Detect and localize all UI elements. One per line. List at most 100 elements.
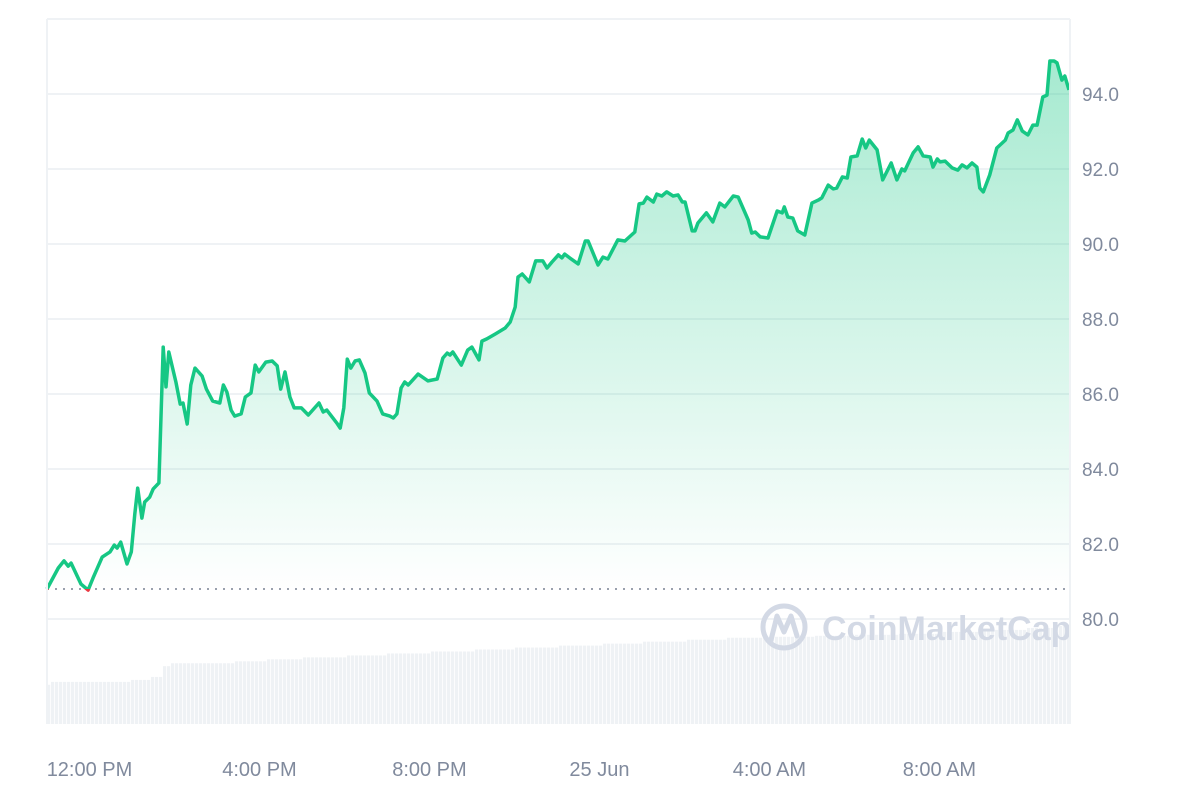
x-tick-label: 12:00 PM: [47, 759, 133, 781]
volume-bar: [683, 641, 687, 724]
volume-bar: [1059, 626, 1063, 724]
volume-bar: [375, 655, 379, 724]
volume-bar: [423, 653, 427, 724]
volume-bar: [243, 661, 247, 724]
y-tick-label: 86.0: [1082, 385, 1119, 406]
volume-bar: [307, 657, 311, 724]
volume-bar: [963, 631, 967, 724]
volume-bar: [1063, 626, 1067, 724]
volume-bar: [251, 661, 255, 724]
volume-bar: [979, 631, 983, 724]
volume-bar: [975, 631, 979, 724]
volume-bar: [75, 681, 79, 724]
volume-bar: [1051, 627, 1055, 724]
volume-bar: [443, 651, 447, 724]
volume-bar: [211, 663, 215, 724]
volume-bar: [239, 661, 243, 724]
y-tick-label: 92.0: [1082, 160, 1119, 181]
volume-bar: [727, 637, 731, 724]
volume-bar: [191, 663, 195, 724]
volume-bar: [1055, 626, 1059, 724]
volume-bar: [427, 653, 431, 724]
volume-bar: [859, 634, 863, 724]
volume-bar: [1019, 629, 1023, 724]
volume-bar: [707, 639, 711, 724]
volume-bar: [863, 634, 867, 724]
volume-bar: [95, 681, 99, 724]
volume-bar: [183, 663, 187, 724]
volume-bar: [599, 645, 603, 724]
y-tick-label: 80.0: [1082, 610, 1119, 631]
x-tick-label: 25 Jun: [569, 759, 629, 781]
volume-bar: [407, 653, 411, 724]
volume-bar: [523, 647, 527, 724]
volume-bar: [99, 681, 103, 724]
volume-bar: [287, 659, 291, 724]
volume-bar: [283, 659, 287, 724]
volume-bar: [879, 634, 883, 724]
volume-bar: [719, 639, 723, 724]
volume-bar: [603, 643, 607, 724]
volume-bar: [439, 651, 443, 724]
volume-bar: [663, 641, 667, 724]
volume-bar: [519, 647, 523, 724]
volume-bar: [267, 659, 271, 724]
volume-bar: [475, 649, 479, 724]
volume-bar: [851, 635, 855, 724]
volume-bar: [655, 641, 659, 724]
volume-bar: [931, 633, 935, 724]
volume-bar: [339, 657, 343, 724]
volume-bar: [723, 639, 727, 724]
volume-bar: [583, 645, 587, 724]
volume-bar: [579, 645, 583, 724]
volume-bar: [391, 653, 395, 724]
volume-bar: [939, 633, 943, 724]
volume-bar: [699, 639, 703, 724]
volume-bar: [47, 684, 51, 724]
volume-bar: [531, 647, 535, 724]
volume-bar: [403, 653, 407, 724]
volume-bar: [115, 681, 119, 724]
volume-bar: [259, 661, 263, 724]
volume-bar: [547, 647, 551, 724]
volume-bar: [751, 637, 755, 724]
volume-bar: [435, 651, 439, 724]
volume-bar: [1027, 627, 1031, 724]
volume-bar: [995, 629, 999, 724]
volume-bar: [827, 635, 831, 724]
volume-bar: [499, 649, 503, 724]
volume-bar: [515, 647, 519, 724]
volume-bar: [419, 653, 423, 724]
volume-bar: [967, 631, 971, 724]
volume-bar: [695, 639, 699, 724]
volume-bar: [659, 641, 663, 724]
volume-bar: [455, 651, 459, 724]
volume-bar: [395, 653, 399, 724]
volume-bar: [1035, 627, 1039, 724]
volume-bar: [331, 657, 335, 724]
volume-bar: [559, 645, 563, 724]
volume-bar: [107, 681, 111, 724]
volume-bar: [143, 679, 147, 724]
volume-bar: [791, 636, 795, 724]
watermark-logo: CoinMarketCap: [760, 603, 1071, 651]
volume-bar: [447, 651, 451, 724]
volume-bar: [123, 681, 127, 724]
volume-bar: [199, 663, 203, 724]
volume-bar: [563, 645, 567, 724]
x-tick-label: 4:00 PM: [222, 759, 296, 781]
volume-bar: [507, 649, 511, 724]
y-tick-label: 88.0: [1082, 310, 1119, 331]
volume-bar: [495, 649, 499, 724]
volume-bar: [315, 657, 319, 724]
volume-bar: [867, 634, 871, 724]
volume-bar: [379, 655, 383, 724]
volume-bar: [543, 647, 547, 724]
volume-bar: [927, 633, 931, 724]
volume-bar: [467, 651, 471, 724]
y-tick-label: 82.0: [1082, 535, 1119, 556]
volume-bar: [119, 681, 123, 724]
volume-bar: [59, 681, 63, 724]
volume-bar: [399, 653, 403, 724]
volume-bar: [131, 679, 135, 724]
